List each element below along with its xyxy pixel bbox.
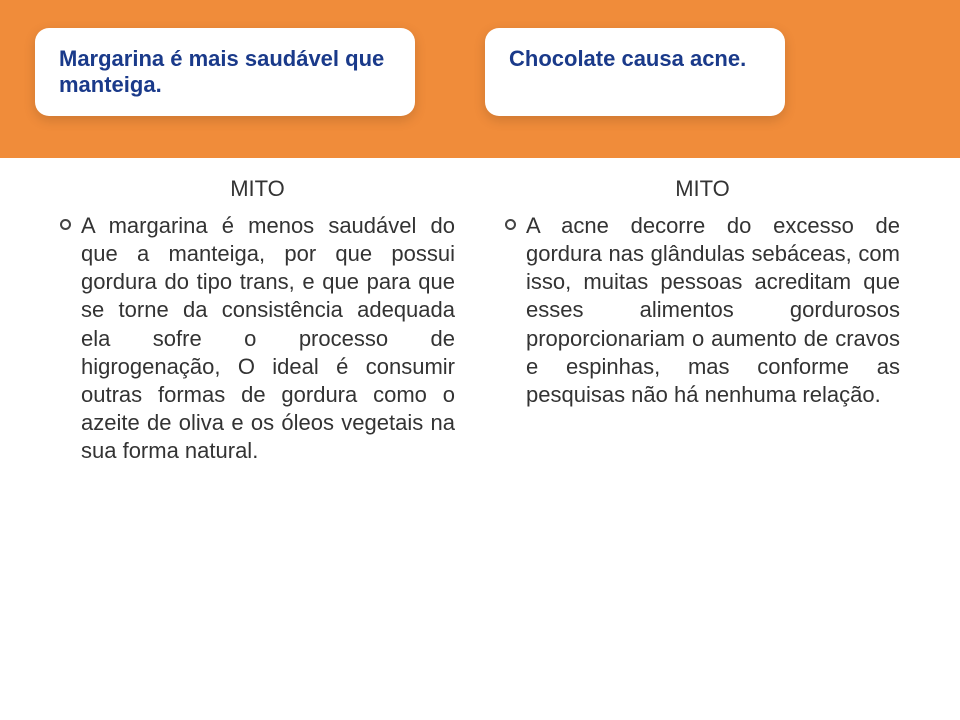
column-left: MITO A margarina é menos saudável do que… — [60, 158, 455, 680]
body-text-right: A acne decorre do excesso de gordura nas… — [526, 212, 900, 409]
bullet-icon — [505, 219, 516, 230]
card-title-right: Chocolate causa acne. — [509, 46, 761, 72]
body-text-left: A margarina é menos saudável do que a ma… — [81, 212, 455, 465]
card-title-left: Margarina é mais saudável que manteiga. — [59, 46, 391, 98]
bullet-row-right: A acne decorre do excesso de gordura nas… — [505, 212, 900, 409]
bullet-row-left: A margarina é menos saudável do que a ma… — [60, 212, 455, 465]
card-chocolate: Chocolate causa acne. — [485, 28, 785, 116]
bullet-icon — [60, 219, 71, 230]
heading-right: MITO — [505, 176, 900, 202]
card-margarina: Margarina é mais saudável que manteiga. — [35, 28, 415, 116]
column-right: MITO A acne decorre do excesso de gordur… — [505, 158, 900, 680]
heading-left: MITO — [60, 176, 455, 202]
header-row: Margarina é mais saudável que manteiga. … — [0, 0, 960, 116]
content-area: MITO A margarina é menos saudável do que… — [0, 158, 960, 720]
